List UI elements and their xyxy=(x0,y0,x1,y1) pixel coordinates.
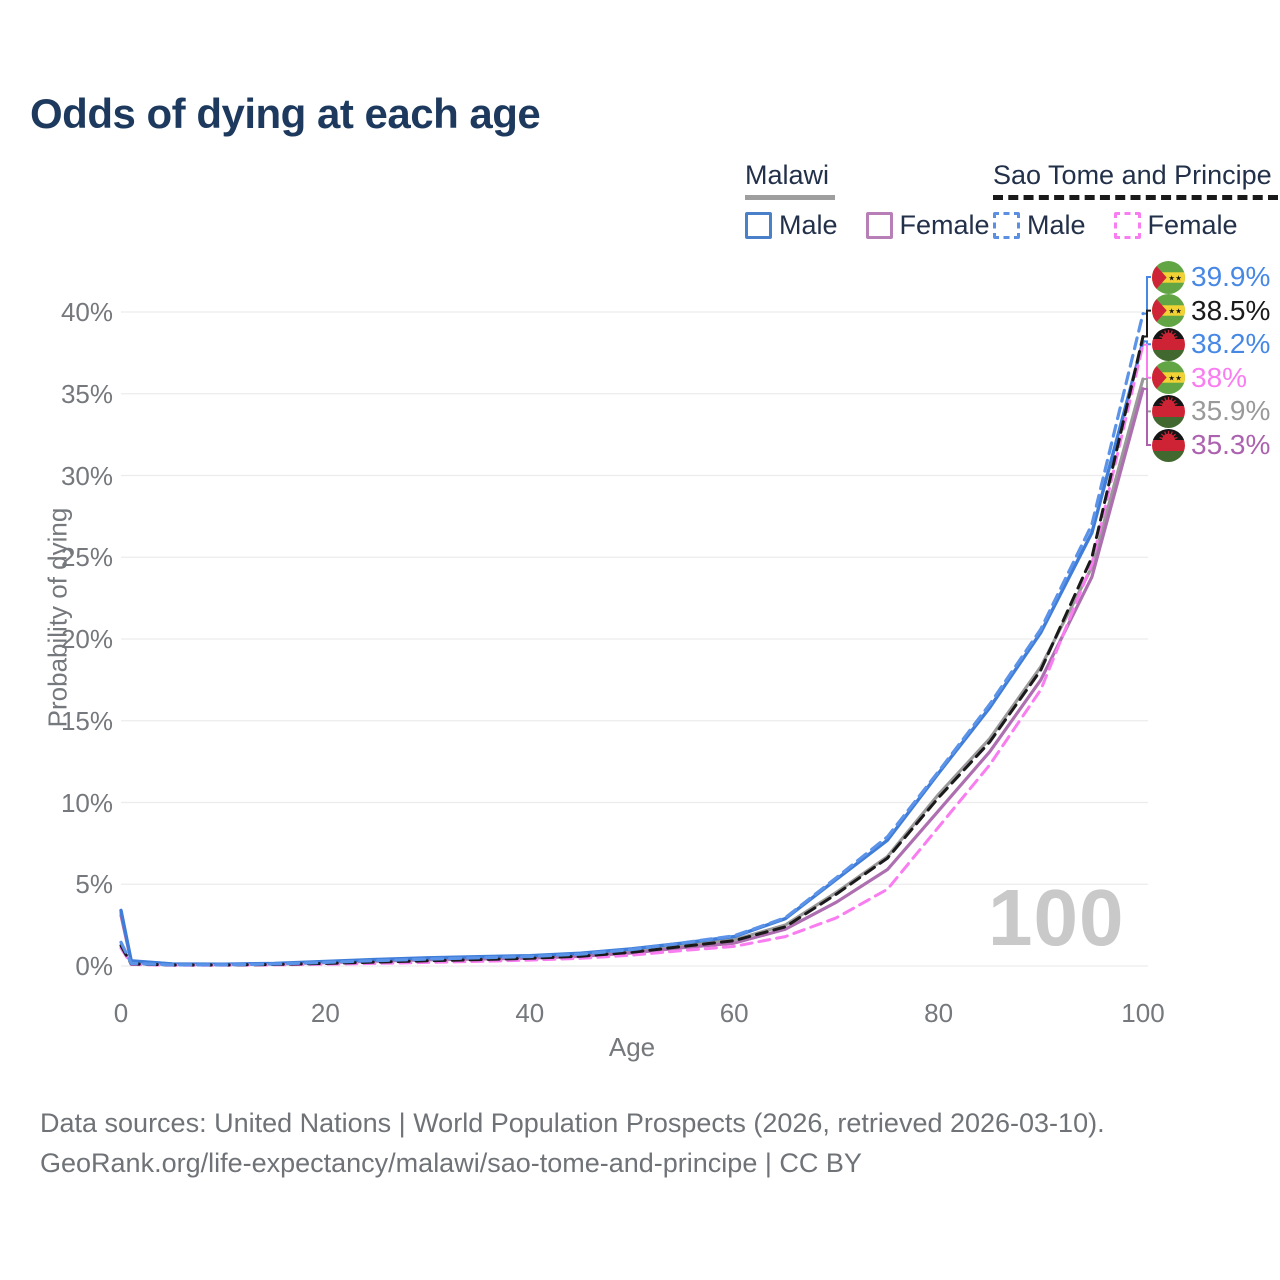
checkbox-icon xyxy=(745,212,772,239)
y-tick-label: 10% xyxy=(60,787,113,818)
series-line-malawi-male xyxy=(119,339,1145,966)
end-label-malawi-overall: 35.9% xyxy=(1152,394,1270,428)
sao-tome-and-principe-flag-icon xyxy=(1152,361,1185,394)
legend-item-label: Male xyxy=(1027,210,1086,240)
series-line-sao-tome-overall xyxy=(119,335,1145,967)
x-tick-label: 60 xyxy=(719,998,749,1028)
legend-group-sao-tome: Sao Tome and Principe Male Female xyxy=(993,160,1278,241)
end-label-value: 38.2% xyxy=(1191,328,1271,360)
legend-group-malawi: Malawi Male Female xyxy=(745,160,990,241)
y-tick-label: 15% xyxy=(60,705,113,736)
malawi-flag-icon xyxy=(1152,328,1185,361)
legend-item-sao-tome-female[interactable]: Female xyxy=(1113,210,1238,241)
legend-item-label: Female xyxy=(1147,210,1238,240)
y-tick-label: 35% xyxy=(60,378,113,409)
end-label-sao-tome-overall: 38.5% xyxy=(1152,294,1270,328)
x-tick-label: 80 xyxy=(924,998,954,1028)
x-tick-label: 0 xyxy=(113,998,129,1028)
y-tick-label: 20% xyxy=(60,624,113,654)
checkbox-icon xyxy=(865,212,893,239)
end-label-malawi-male: 38.2% xyxy=(1152,327,1270,361)
sao-tome-and-principe-flag-icon xyxy=(1152,294,1185,327)
footer-data-sources: Data sources: United Nations | World Pop… xyxy=(40,1108,1105,1138)
end-label-malawi-female: 35.3% xyxy=(1152,428,1270,462)
end-label-sao-tome-male: 39.9% xyxy=(1152,260,1270,294)
checkbox-icon xyxy=(1113,212,1141,239)
legend-item-malawi-female[interactable]: Female xyxy=(865,210,990,241)
end-label-value: 35.3% xyxy=(1191,429,1271,460)
series-line-sao-tome-female xyxy=(119,343,1145,967)
leader-line-malawi-female xyxy=(1143,387,1151,446)
legend-item-sao-tome-male[interactable]: Male xyxy=(993,210,1086,241)
y-tick-label: 0% xyxy=(75,951,113,981)
x-tick-label: 40 xyxy=(515,998,545,1028)
series-line-sao-tome-male xyxy=(119,312,1145,967)
legend-item-label: Female xyxy=(899,210,990,240)
y-tick-label: 5% xyxy=(75,869,113,900)
y-tick-label: 40% xyxy=(60,297,113,327)
x-tick-label: 100 xyxy=(1121,998,1165,1028)
checkbox-icon xyxy=(993,212,1020,239)
end-label-value: 39.9% xyxy=(1191,261,1271,292)
y-tick-label: 30% xyxy=(60,460,113,491)
sao-tome-and-principe-flag-icon xyxy=(1152,261,1185,294)
page-title: Odds of dying at each age xyxy=(30,90,541,137)
y-tick-label: 25% xyxy=(60,542,113,573)
legend-item-label: Male xyxy=(779,210,838,240)
leader-line-sao-tome-male xyxy=(1143,276,1151,315)
age-watermark: 100 xyxy=(988,873,1125,962)
malawi-flag-icon xyxy=(1152,429,1185,462)
leader-line-sao-tome-female xyxy=(1143,343,1151,379)
legend-country-sao-tome: Sao Tome and Principe xyxy=(993,160,1278,200)
x-tick-label: 20 xyxy=(310,998,340,1028)
legend-item-malawi-male[interactable]: Male xyxy=(745,210,838,241)
leader-line-malawi-male xyxy=(1143,340,1151,346)
x-axis-title: Age xyxy=(608,1032,656,1062)
legend-country-malawi: Malawi xyxy=(745,160,836,200)
end-label-value: 35.9% xyxy=(1191,395,1271,427)
footer-attribution: GeoRank.org/life-expectancy/malawi/sao-t… xyxy=(40,1148,862,1178)
malawi-flag-icon xyxy=(1152,395,1185,428)
leader-line-sao-tome-overall xyxy=(1143,309,1151,338)
end-label-value: 38.5% xyxy=(1191,294,1271,326)
end-label-sao-tome-female: 38% xyxy=(1152,361,1247,395)
end-label-value: 38% xyxy=(1191,361,1248,393)
series-line-malawi-overall xyxy=(119,377,1145,966)
